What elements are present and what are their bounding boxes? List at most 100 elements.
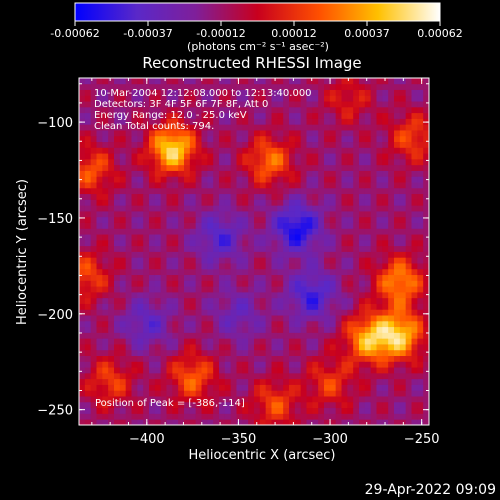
heatmap-cell: [172, 419, 179, 426]
heatmap-cell: [259, 141, 267, 148]
heatmap-cell: [201, 349, 208, 356]
heatmap-cell: [172, 83, 179, 90]
heatmap-cell: [329, 384, 337, 391]
heatmap-cell: [254, 147, 261, 154]
heatmap-cell: [84, 419, 92, 426]
heatmap-cell: [312, 344, 319, 351]
heatmap-cell: [224, 332, 232, 339]
heatmap-cell: [265, 390, 272, 397]
heatmap-cell: [201, 205, 208, 212]
heatmap-cell: [172, 413, 179, 420]
heatmap-cell: [195, 257, 202, 264]
heatmap-cell: [370, 193, 377, 200]
heatmap-cell: [411, 135, 418, 143]
heatmap-cell: [131, 112, 138, 119]
heatmap-cell: [394, 187, 401, 195]
heatmap-cell: [96, 349, 103, 356]
heatmap-cell: [137, 251, 144, 258]
heatmap-cell: [254, 222, 261, 229]
heatmap-cell: [96, 309, 103, 316]
heatmap-cell: [277, 396, 284, 403]
heatmap-cell: [201, 291, 208, 299]
heatmap-cell: [102, 83, 109, 90]
heatmap-cell: [143, 239, 150, 247]
heatmap-cell: [423, 89, 430, 96]
heatmap-cell: [394, 193, 401, 200]
heatmap-cell: [178, 170, 185, 177]
heatmap-cell: [207, 78, 214, 85]
heatmap-cell: [370, 158, 377, 166]
heatmap-cell: [207, 205, 214, 212]
heatmap-cell: [388, 176, 395, 183]
heatmap-cell: [166, 78, 173, 85]
heatmap-cell: [312, 274, 319, 281]
heatmap-cell: [213, 193, 220, 200]
heatmap-cell: [399, 118, 407, 125]
heatmap-cell: [411, 245, 418, 252]
heatmap-cell: [259, 78, 267, 85]
heatmap-cell: [294, 332, 302, 339]
heatmap-cell: [405, 147, 412, 154]
heatmap-cell: [143, 384, 150, 391]
heatmap-cell: [318, 407, 325, 414]
heatmap-cell: [154, 315, 162, 322]
heatmap-cell: [417, 135, 424, 143]
heatmap-cell: [347, 303, 354, 310]
heatmap-cell: [79, 118, 86, 125]
heatmap-cell: [201, 396, 208, 403]
heatmap-cell: [423, 367, 430, 374]
heatmap-cell: [125, 320, 132, 328]
heatmap-cell: [318, 263, 325, 270]
heatmap-cell: [131, 372, 138, 380]
heatmap-cell: [154, 199, 162, 206]
plot-frame: [78, 77, 430, 426]
heatmap-cell: [224, 193, 232, 200]
heatmap-cell: [207, 193, 214, 200]
heatmap-cell: [201, 309, 208, 316]
heatmap-cell: [289, 239, 296, 247]
heatmap-cell: [189, 268, 197, 276]
heatmap-cell: [306, 320, 313, 328]
heatmap-cell: [224, 326, 232, 333]
heatmap-cell: [277, 147, 284, 154]
heatmap-cell: [102, 245, 109, 252]
heatmap-cell: [306, 326, 313, 333]
heatmap-cell: [405, 407, 412, 414]
heatmap-cell: [370, 101, 377, 108]
heatmap-cell: [137, 338, 144, 345]
heatmap-cell: [79, 407, 86, 414]
heatmap-cell: [405, 413, 412, 420]
heatmap-cell: [96, 344, 103, 351]
heatmap-cell: [201, 401, 208, 409]
heatmap-cell: [411, 291, 418, 299]
heatmap-cell: [329, 176, 337, 183]
heatmap-cell: [294, 372, 302, 380]
heatmap-cell: [417, 390, 424, 397]
heatmap-cell: [294, 124, 302, 131]
colorbar-ticks: -0.00062 -0.00037 -0.00012 0.00012 0.00037 0.…: [50, 21, 463, 40]
heatmap-cell: [271, 286, 278, 293]
heatmap-cell: [242, 309, 249, 316]
heatmap-cell: [224, 378, 232, 385]
heatmap-cell: [271, 349, 278, 356]
heatmap-cell: [90, 344, 97, 351]
heatmap-cell: [289, 268, 296, 276]
heatmap-cell: [364, 280, 372, 287]
heatmap-cell: [230, 78, 237, 85]
heatmap-cell: [312, 101, 319, 108]
heatmap-cell: [283, 95, 290, 102]
heatmap-cell: [114, 303, 121, 310]
heatmap-cell: [259, 199, 267, 206]
heatmap-cell: [108, 130, 115, 137]
heatmap-cell: [277, 199, 284, 206]
heatmap-cell: [306, 158, 313, 166]
heatmap-cell: [90, 135, 97, 143]
heatmap-cell: [341, 211, 348, 218]
heatmap-cell: [294, 106, 302, 114]
heatmap-cell: [131, 297, 138, 304]
heatmap-cell: [172, 367, 179, 374]
heatmap-cell: [382, 158, 389, 166]
heatmap-cell: [172, 187, 179, 195]
heatmap-cell: [184, 245, 191, 252]
heatmap-cell: [306, 83, 313, 90]
